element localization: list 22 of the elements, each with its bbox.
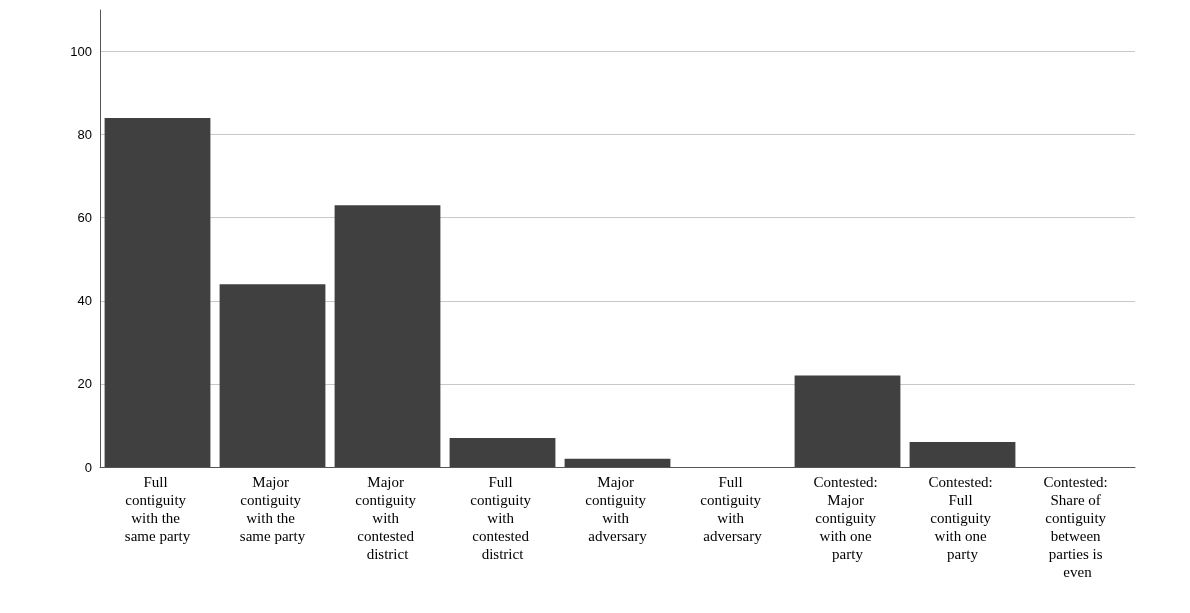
x-tick-label: Major contiguity with adversary bbox=[585, 474, 650, 544]
bar bbox=[104, 118, 211, 467]
y-tick-label: 40 bbox=[77, 293, 92, 309]
y-tick-label: 80 bbox=[77, 127, 92, 143]
x-tick-label: Major contiguity with the same party bbox=[239, 474, 306, 544]
x-tick-label: Major contiguity with contested district bbox=[355, 474, 420, 562]
y-tick-label: 0 bbox=[84, 459, 92, 475]
x-tick-label: Full contiguity with adversary bbox=[700, 474, 765, 544]
bar bbox=[219, 284, 326, 467]
bar bbox=[564, 458, 671, 467]
bar bbox=[794, 375, 901, 467]
y-tick-label: 20 bbox=[77, 376, 92, 392]
bar bbox=[909, 442, 1016, 467]
bar bbox=[449, 437, 556, 467]
x-tick-label: Contested: Share of contiguity between parties is even bbox=[1043, 474, 1112, 580]
x-tick-label: Full contiguity with contested district bbox=[470, 474, 535, 562]
y-tick-label: 100 bbox=[70, 44, 92, 60]
x-tick-label: Full contiguity with the same party bbox=[124, 474, 191, 544]
x-tick-label: Contested: Full contiguity with one party bbox=[928, 474, 997, 562]
x-tick-label: Contested: Major contiguity with one party bbox=[813, 474, 882, 562]
bar bbox=[334, 205, 441, 467]
y-tick-label: 60 bbox=[77, 210, 92, 226]
